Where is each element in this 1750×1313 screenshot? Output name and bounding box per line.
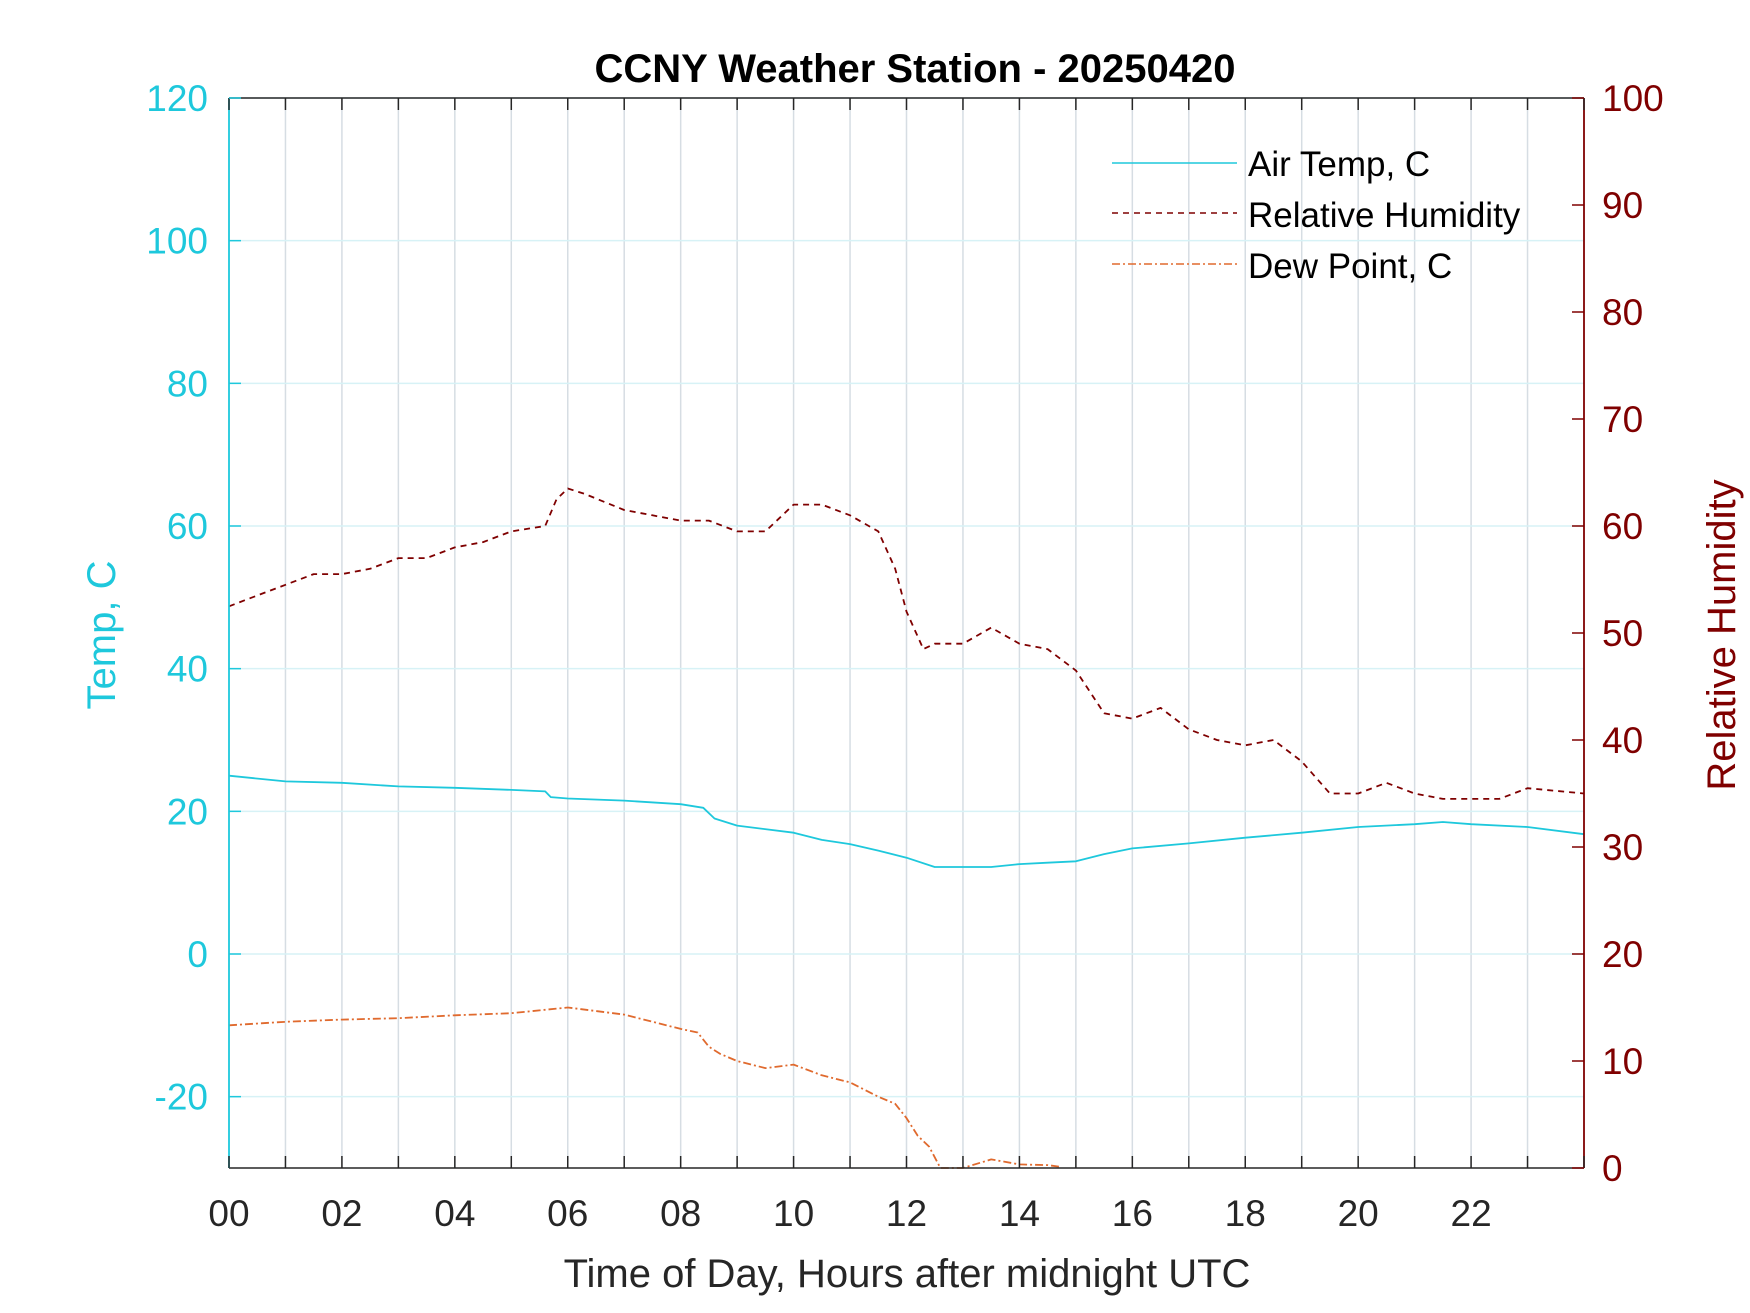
y-axis-left-label: Temp, C [80,561,124,710]
x-tick-label: 08 [660,1193,701,1234]
y-right-tick-label: 60 [1602,506,1643,547]
chart-title: CCNY Weather Station - 20250420 [595,47,1236,91]
y-right-tick-label: 20 [1602,934,1643,975]
x-tick-label: 16 [1112,1193,1153,1234]
x-tick-label: 20 [1338,1193,1379,1234]
y-axis-right-label: Relative Humidity [1700,479,1744,790]
y-right-tick-label: 50 [1602,613,1643,654]
y-left-tick-label: 120 [146,78,208,119]
y-left-tick-label: 40 [167,649,208,690]
y-left-tick-label: 100 [146,221,208,262]
x-tick-label: 10 [773,1193,814,1234]
x-tick-label: 12 [886,1193,927,1234]
grid [229,97,1584,1168]
y-left-tick-label: 60 [167,506,208,547]
series-line-air-temp [228,774,1585,868]
y-left-tick-label: 0 [187,934,208,975]
axes [228,97,1585,1169]
x-tick-label: 14 [999,1193,1040,1234]
tick-labels: 00 02 04 06 08 10 12 14 16 18 20 22-200204060801001… [146,78,1663,1234]
legend-label-air-temp: Air Temp, C [1248,145,1430,184]
y-right-tick-label: 90 [1602,185,1643,226]
y-right-tick-label: 100 [1602,78,1664,119]
legend-label-relative-humidity: Relative Humidity [1248,196,1521,235]
y-left-tick-label: 20 [167,791,208,832]
y-right-tick-label: 80 [1602,292,1643,333]
x-tick-label: 06 [547,1193,588,1234]
y-left-tick-label: 80 [167,363,208,404]
legend: Air Temp, C Relative Humidity Dew Point,… [1112,145,1521,286]
series-layer [228,487,1585,1169]
x-tick-label: 22 [1451,1193,1492,1234]
y-left-tick-label: -20 [155,1077,208,1118]
x-tick-label: 02 [321,1193,362,1234]
series-line-dew-point [228,1006,1060,1169]
x-tick-label: 18 [1225,1193,1266,1234]
x-tick-label: 04 [434,1193,475,1234]
x-tick-label: 00 [208,1193,249,1234]
y-right-tick-label: 10 [1602,1041,1643,1082]
y-right-tick-label: 30 [1602,827,1643,868]
series-line-relative-humidity [228,487,1585,800]
y-right-tick-label: 70 [1602,399,1643,440]
y-right-tick-label: 0 [1602,1148,1623,1189]
legend-label-dew-point: Dew Point, C [1248,247,1452,286]
x-axis-label: Time of Day, Hours after midnight UTC [564,1252,1251,1296]
y-right-tick-label: 40 [1602,720,1643,761]
